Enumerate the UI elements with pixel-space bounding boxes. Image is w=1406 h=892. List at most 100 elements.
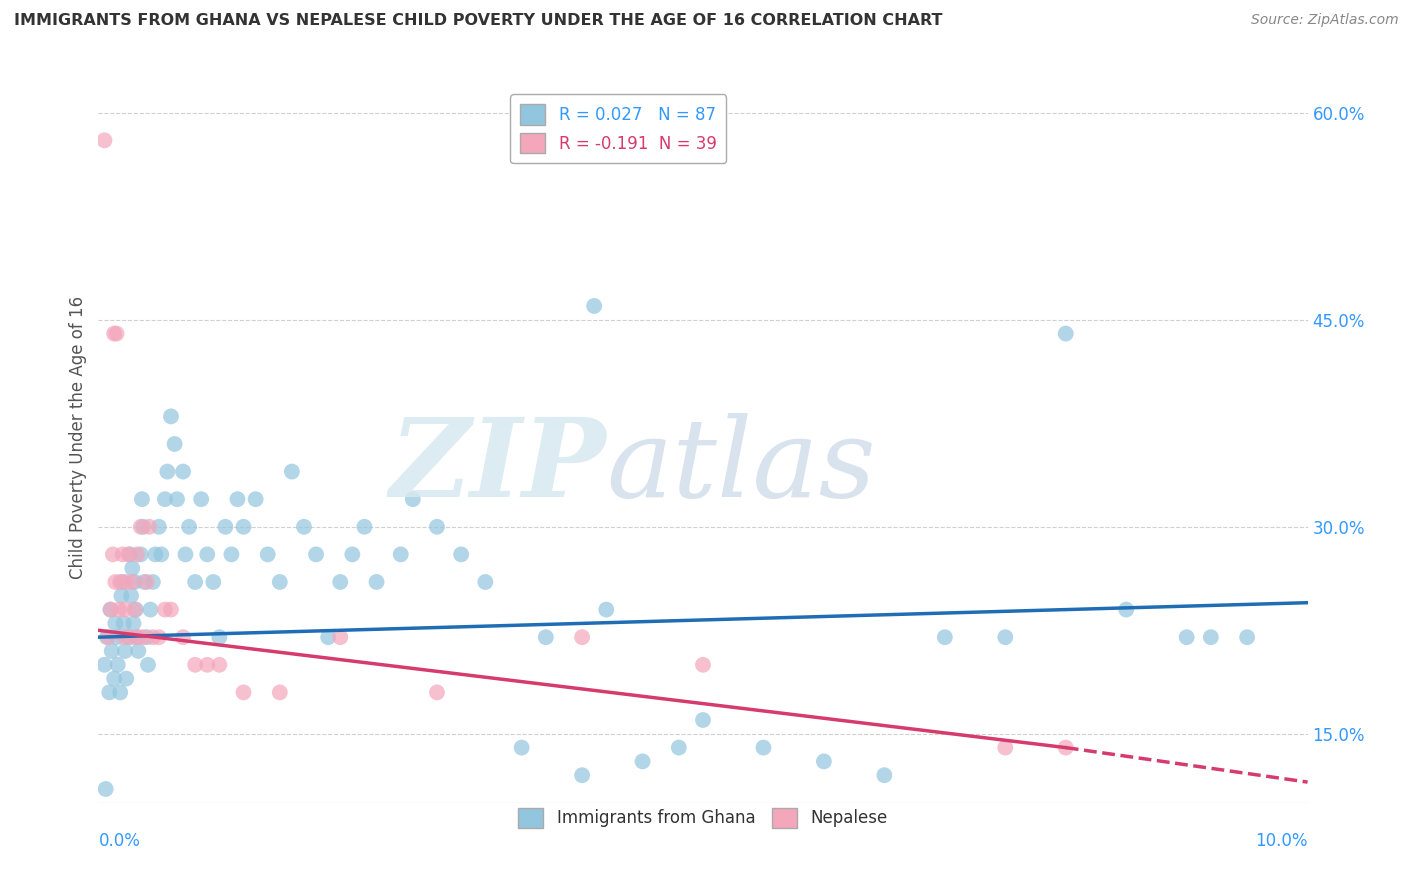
Point xyxy=(142,574,165,589)
Point xyxy=(668,740,690,755)
Point xyxy=(127,630,149,644)
Point xyxy=(402,492,425,507)
Point xyxy=(121,561,143,575)
Point xyxy=(108,602,131,616)
Point xyxy=(139,602,162,616)
Point xyxy=(232,520,254,534)
Point xyxy=(93,133,115,147)
Point xyxy=(571,768,593,782)
Point xyxy=(115,574,138,589)
Point xyxy=(450,548,472,562)
Point xyxy=(342,548,364,562)
Point xyxy=(631,755,654,769)
Point xyxy=(208,657,231,672)
Point xyxy=(112,630,135,644)
Point xyxy=(1236,630,1258,644)
Point xyxy=(127,644,149,658)
Point xyxy=(135,630,157,644)
Point xyxy=(125,602,148,616)
Point xyxy=(127,548,149,562)
Point xyxy=(994,740,1017,755)
Legend: Immigrants from Ghana, Nepalese: Immigrants from Ghana, Nepalese xyxy=(512,801,894,835)
Point xyxy=(172,465,194,479)
Point xyxy=(105,326,128,341)
Point xyxy=(692,713,714,727)
Point xyxy=(245,492,267,507)
Point xyxy=(129,548,152,562)
Point xyxy=(108,574,131,589)
Point xyxy=(104,616,127,631)
Point xyxy=(93,657,115,672)
Point xyxy=(292,520,315,534)
Point xyxy=(184,574,207,589)
Point xyxy=(124,602,146,616)
Point xyxy=(150,548,173,562)
Point xyxy=(202,574,225,589)
Point xyxy=(114,644,136,658)
Point xyxy=(138,520,160,534)
Point xyxy=(256,548,278,562)
Point xyxy=(153,602,176,616)
Point xyxy=(108,685,131,699)
Point xyxy=(107,657,129,672)
Point xyxy=(114,602,136,616)
Point xyxy=(934,630,956,644)
Point xyxy=(195,548,218,562)
Point xyxy=(110,589,132,603)
Point xyxy=(1199,630,1222,644)
Point xyxy=(111,548,134,562)
Y-axis label: Child Poverty Under the Age of 16: Child Poverty Under the Age of 16 xyxy=(69,295,87,579)
Point xyxy=(426,685,449,699)
Point xyxy=(426,520,449,534)
Point xyxy=(121,574,143,589)
Point xyxy=(692,657,714,672)
Point xyxy=(132,630,155,644)
Point xyxy=(190,492,212,507)
Point xyxy=(571,630,593,644)
Point xyxy=(163,437,186,451)
Text: IMMIGRANTS FROM GHANA VS NEPALESE CHILD POVERTY UNDER THE AGE OF 16 CORRELATION : IMMIGRANTS FROM GHANA VS NEPALESE CHILD … xyxy=(14,13,942,29)
Point xyxy=(595,602,617,616)
Point xyxy=(172,630,194,644)
Point xyxy=(813,755,835,769)
Point xyxy=(111,574,134,589)
Point xyxy=(104,574,127,589)
Point xyxy=(305,548,328,562)
Text: 10.0%: 10.0% xyxy=(1256,832,1308,850)
Text: ZIP: ZIP xyxy=(389,413,606,520)
Point xyxy=(127,630,149,644)
Point xyxy=(153,492,176,507)
Point xyxy=(184,657,207,672)
Point xyxy=(316,630,339,644)
Point xyxy=(1115,602,1137,616)
Point xyxy=(329,630,352,644)
Point xyxy=(156,465,179,479)
Point xyxy=(269,574,291,589)
Point xyxy=(269,685,291,699)
Point xyxy=(208,630,231,644)
Point xyxy=(134,574,156,589)
Point xyxy=(353,520,375,534)
Point xyxy=(752,740,775,755)
Point xyxy=(100,644,122,658)
Point xyxy=(148,520,170,534)
Point xyxy=(232,685,254,699)
Point xyxy=(389,548,412,562)
Point xyxy=(166,492,188,507)
Point xyxy=(122,616,145,631)
Point xyxy=(148,630,170,644)
Point xyxy=(510,740,533,755)
Point xyxy=(281,465,304,479)
Point xyxy=(97,630,120,644)
Point xyxy=(115,672,138,686)
Point xyxy=(131,492,153,507)
Point xyxy=(195,657,218,672)
Text: atlas: atlas xyxy=(606,413,876,520)
Point xyxy=(98,685,121,699)
Point xyxy=(329,574,352,589)
Point xyxy=(124,574,146,589)
Point xyxy=(103,672,125,686)
Point xyxy=(118,548,141,562)
Point xyxy=(118,630,141,644)
Text: 0.0%: 0.0% xyxy=(98,832,141,850)
